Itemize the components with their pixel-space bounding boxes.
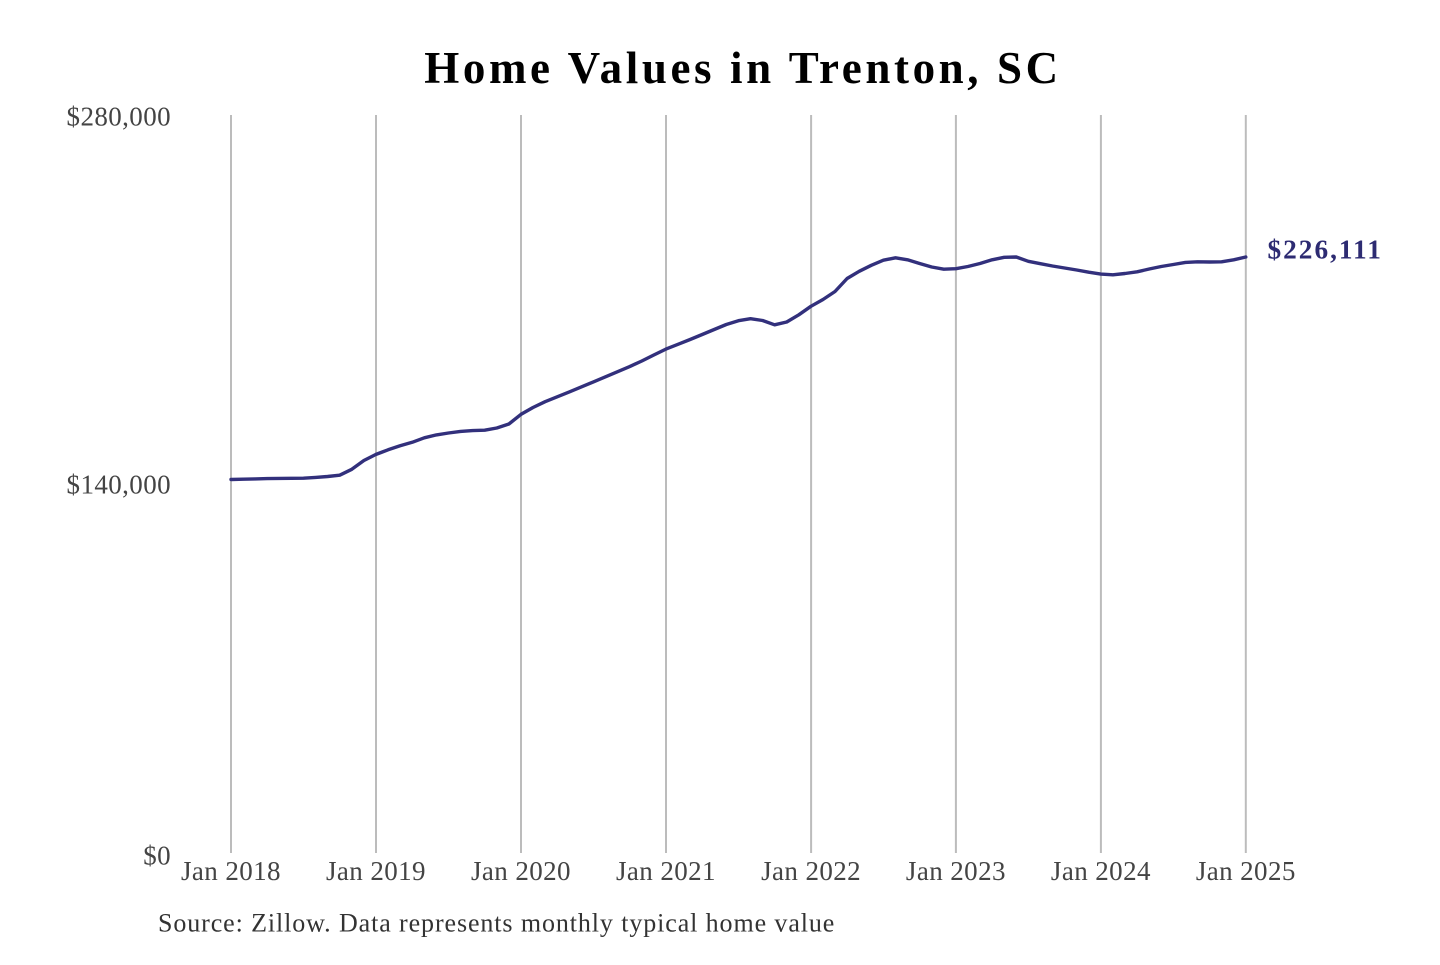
svg-text:Source: Zillow. Data represent: Source: Zillow. Data represents monthly … xyxy=(158,909,835,938)
svg-text:$280,000: $280,000 xyxy=(67,102,171,132)
svg-text:Jan 2024: Jan 2024 xyxy=(1051,856,1151,886)
svg-text:Jan 2018: Jan 2018 xyxy=(181,856,281,886)
svg-text:Jan 2021: Jan 2021 xyxy=(616,856,716,886)
svg-text:Jan 2020: Jan 2020 xyxy=(471,856,571,886)
svg-text:Jan 2019: Jan 2019 xyxy=(326,856,426,886)
svg-text:$0: $0 xyxy=(143,840,171,870)
svg-text:Home Values in Trenton, SC: Home Values in Trenton, SC xyxy=(424,43,1061,93)
svg-text:Jan 2023: Jan 2023 xyxy=(906,856,1006,886)
svg-text:Jan 2022: Jan 2022 xyxy=(761,856,861,886)
svg-text:$140,000: $140,000 xyxy=(67,469,171,499)
svg-text:$226,111: $226,111 xyxy=(1268,234,1383,264)
svg-text:Jan 2025: Jan 2025 xyxy=(1196,856,1296,886)
